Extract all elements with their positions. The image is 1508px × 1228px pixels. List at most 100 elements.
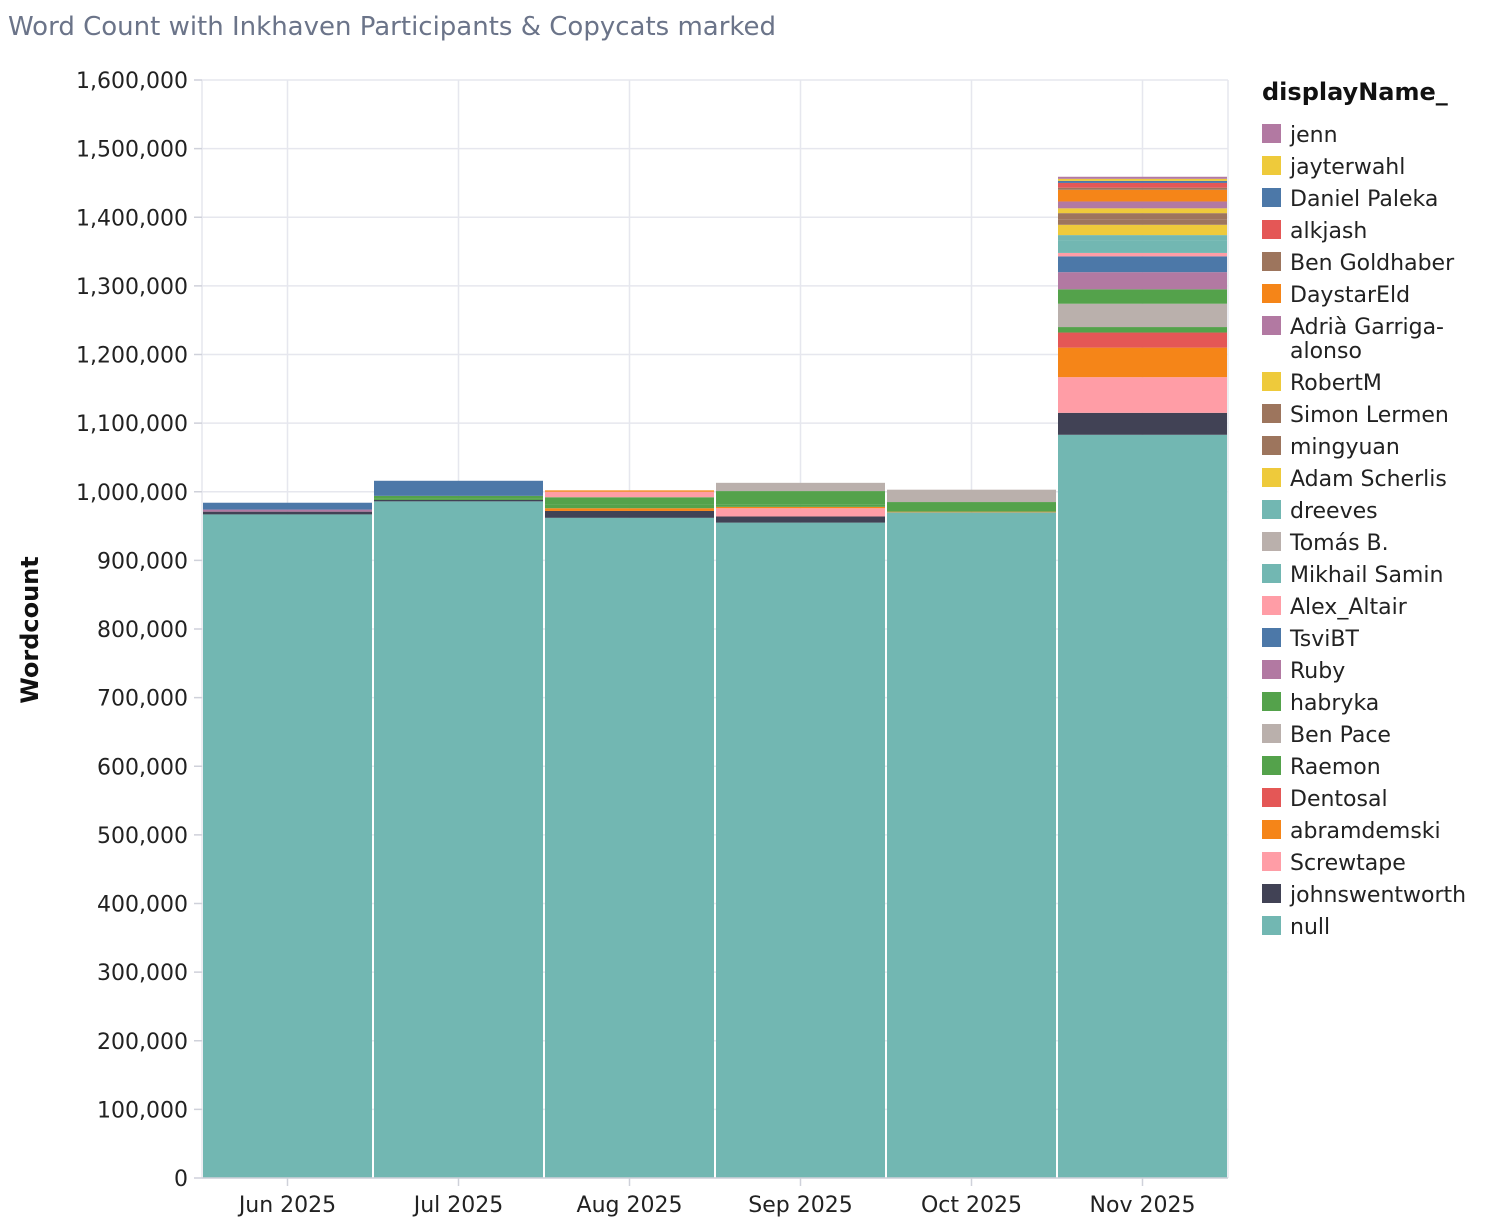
legend-label: Simon Lermen — [1290, 403, 1449, 428]
legend-swatch — [1262, 316, 1281, 335]
y-tick-label: 1,300,000 — [76, 275, 188, 300]
legend-label: Ben Pace — [1290, 723, 1391, 748]
legend-swatch — [1262, 252, 1281, 271]
bar-segment — [1058, 256, 1227, 273]
x-tick-label: Aug 2025 — [577, 1193, 683, 1218]
bar-segment — [203, 511, 372, 515]
bar-segment — [1058, 327, 1227, 333]
y-tick-label: 1,400,000 — [76, 206, 188, 231]
bar-segment — [1058, 240, 1227, 253]
x-tick-label: Oct 2025 — [921, 1193, 1022, 1218]
legend-label: TsviBT — [1289, 627, 1359, 652]
bar-segment — [716, 482, 885, 492]
legend-label: Daniel Paleka — [1290, 187, 1438, 212]
legend-swatch — [1262, 628, 1281, 647]
legend-swatch — [1262, 756, 1281, 775]
legend-label: dreeves — [1290, 499, 1378, 524]
bar-segment — [887, 511, 1056, 513]
bar-segment — [545, 504, 714, 509]
axis-layer: 0 100,000 200,000 300,000 400,000 500,000 600,… — [76, 69, 1228, 1218]
legend-swatch — [1262, 188, 1281, 207]
legend-label: habryka — [1290, 691, 1379, 716]
legend-title: displayName_ — [1262, 78, 1448, 106]
legend-swatch — [1262, 532, 1281, 551]
y-axis-title: Wordcount — [16, 556, 44, 703]
bar-segment — [887, 502, 1056, 512]
bar-segment — [1058, 219, 1227, 225]
legend-swatch — [1262, 284, 1281, 303]
bar-segment — [374, 501, 543, 1178]
x-tick-label: Nov 2025 — [1090, 1193, 1196, 1218]
bar-segment — [1058, 187, 1227, 190]
bar-segment — [716, 491, 885, 505]
legend-label: alkjash — [1290, 219, 1367, 244]
bar-segment — [203, 509, 372, 512]
legend-swatch — [1262, 788, 1281, 807]
y-tick-label: 500,000 — [97, 824, 188, 849]
legend-label: Adrià Garriga- — [1290, 315, 1444, 340]
y-tick-label: 0 — [174, 1167, 188, 1192]
bar-segment — [545, 508, 714, 511]
bar-segment — [716, 508, 885, 517]
y-tick-label: 1,000,000 — [76, 481, 188, 506]
legend-swatch — [1262, 500, 1281, 519]
bar-segment — [1058, 434, 1227, 1178]
bar-segment — [716, 516, 885, 523]
legend-swatch — [1262, 372, 1281, 391]
bar-segment — [1058, 189, 1227, 202]
bars-layer — [203, 176, 1227, 1178]
legend-swatch — [1262, 692, 1281, 711]
y-tick-label: 300,000 — [97, 961, 188, 986]
legend-swatch — [1262, 724, 1281, 743]
bar-segment — [374, 498, 543, 500]
y-tick-label: 800,000 — [97, 618, 188, 643]
legend-label: Mikhail Samin — [1290, 563, 1443, 588]
legend-label: mingyuan — [1290, 435, 1400, 460]
legend-label-line2: alonso — [1290, 339, 1362, 364]
bar-segment — [1058, 178, 1227, 181]
y-tick-label: 700,000 — [97, 687, 188, 712]
bar-segment — [887, 489, 1056, 503]
legend-label: Alex_Altair — [1290, 595, 1408, 620]
bar-segment — [1058, 182, 1227, 188]
legend-swatch — [1262, 404, 1281, 423]
legend-label: Screwtape — [1290, 851, 1406, 876]
legend-swatch — [1262, 884, 1281, 903]
legend-label: null — [1290, 915, 1330, 940]
x-tick-label: Jul 2025 — [412, 1193, 504, 1218]
legend-label: Ruby — [1290, 659, 1345, 684]
x-tick-label: Jun 2025 — [237, 1193, 336, 1218]
legend-label: Tomás B. — [1289, 531, 1389, 556]
bar-segment — [1058, 412, 1227, 435]
bar-segment — [1058, 201, 1227, 209]
bar-segment — [1058, 224, 1227, 236]
legend-swatch — [1262, 596, 1281, 615]
legend-swatch — [1262, 436, 1281, 455]
bar-segment — [1058, 377, 1227, 413]
chart-title: Word Count with Inkhaven Participants & … — [8, 12, 777, 42]
bar-segment — [545, 490, 714, 492]
legend-label: jayterwahl — [1289, 155, 1405, 180]
bar-segment — [203, 502, 372, 510]
bar-segment — [1058, 252, 1227, 257]
bar-segment — [1058, 272, 1227, 290]
bar-segment — [545, 497, 714, 505]
bar-segment — [1058, 303, 1227, 328]
y-tick-label: 1,200,000 — [76, 344, 188, 369]
bar-segment — [1058, 213, 1227, 220]
bar-segment — [1058, 347, 1227, 378]
legend-swatch — [1262, 468, 1281, 487]
bar-segment — [545, 510, 714, 518]
y-tick-label: 1,600,000 — [76, 69, 188, 94]
y-tick-label: 1,100,000 — [76, 412, 188, 437]
legend-swatch — [1262, 220, 1281, 239]
bar-segment — [1058, 289, 1227, 304]
legend-label: Adam Scherlis — [1290, 467, 1447, 492]
bar-segment — [374, 495, 543, 499]
bar-segment — [716, 506, 885, 509]
legend-swatch — [1262, 156, 1281, 175]
bar-segment — [545, 491, 714, 498]
bar-segment — [1058, 180, 1227, 183]
y-tick-label: 100,000 — [97, 1098, 188, 1123]
